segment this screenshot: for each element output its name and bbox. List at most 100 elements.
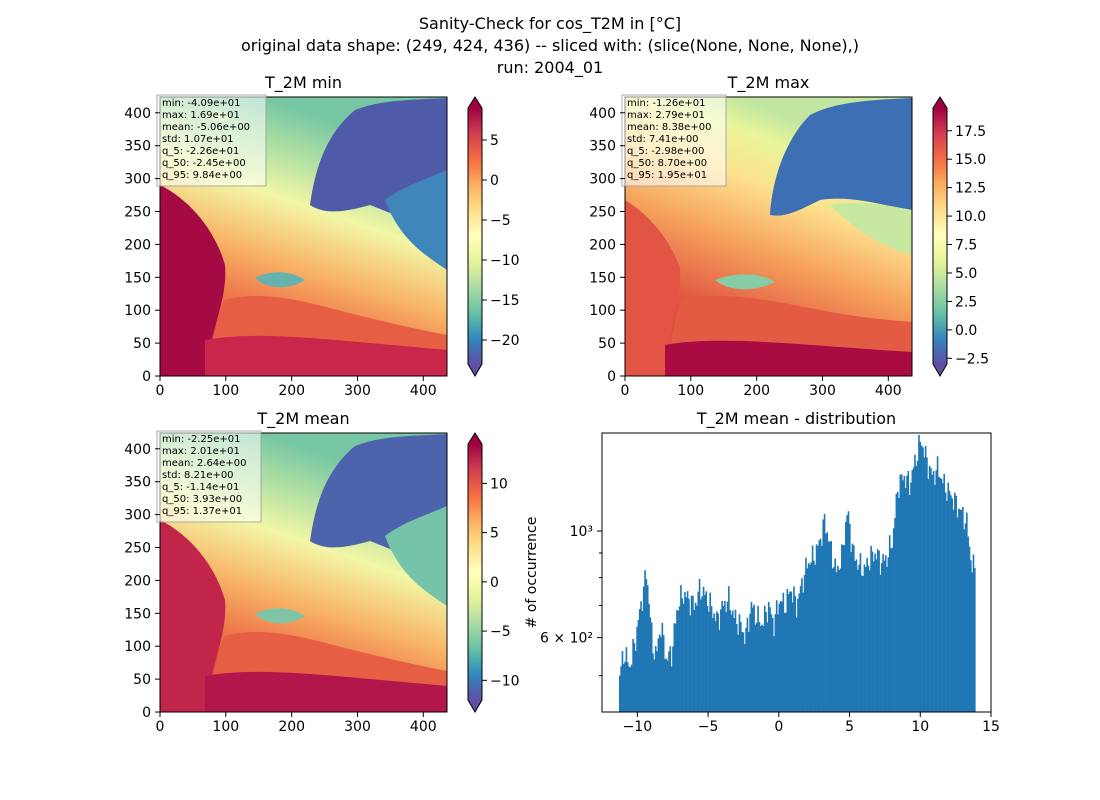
svg-text:50: 50 <box>133 672 151 688</box>
svg-text:200: 200 <box>124 237 151 253</box>
y-tick: 6 × 10² <box>540 631 602 647</box>
histogram-bar <box>777 614 779 712</box>
histogram-bar <box>882 554 884 712</box>
histogram-bar <box>960 509 963 712</box>
svg-text:−10: −10 <box>623 719 653 735</box>
histogram-bar <box>846 515 848 712</box>
histogram-bar <box>943 473 946 712</box>
histogram-bar <box>963 529 965 712</box>
colorbar-tick: 10 <box>482 476 508 492</box>
histogram-bar <box>704 594 706 712</box>
histogram-bar <box>798 593 801 712</box>
colorbar-tick: −10 <box>482 253 520 269</box>
histogram-bar <box>876 549 879 712</box>
histogram-bar <box>706 606 709 712</box>
histogram-bar <box>672 646 674 712</box>
histogram-bar <box>689 615 692 712</box>
histogram-bar <box>645 579 648 712</box>
histogram-bar <box>734 609 737 712</box>
histogram-bar <box>674 623 677 712</box>
histogram-bars <box>618 434 976 712</box>
histogram-bar <box>724 600 726 712</box>
svg-text:100: 100 <box>589 303 616 319</box>
histogram-bar <box>911 470 914 712</box>
histogram-bar <box>726 601 729 712</box>
stat-q5: q_5: -2.26e+01 <box>162 146 239 157</box>
africa-region <box>205 335 447 376</box>
histogram-bar <box>895 493 898 712</box>
stat-mean: mean: 2.64e+00 <box>162 458 246 469</box>
histogram-bar <box>789 591 791 712</box>
svg-text:50: 50 <box>598 336 616 352</box>
histogram-bar <box>790 591 793 712</box>
histogram-bar <box>843 544 846 712</box>
histogram-bar <box>944 492 947 712</box>
svg-text:0: 0 <box>156 719 165 735</box>
histogram-bar <box>620 666 622 712</box>
colorbar-tick: −5 <box>482 624 511 640</box>
histogram-bar <box>633 642 636 712</box>
histogram-bar <box>661 622 664 712</box>
histogram-bar <box>971 572 973 712</box>
histogram-bar <box>827 541 830 712</box>
histogram-bar <box>716 611 718 712</box>
histogram-bar <box>927 479 930 712</box>
histogram-bar <box>952 510 955 712</box>
histogram-bar <box>634 650 637 712</box>
x-tick: −5 <box>698 712 718 735</box>
histogram-bar <box>694 602 697 712</box>
colorbar-tick: 2.5 <box>947 294 977 310</box>
svg-text:5: 5 <box>490 526 499 542</box>
histogram-bar <box>890 548 892 712</box>
histogram-bar <box>866 557 868 712</box>
histogram-bar <box>940 478 943 712</box>
histogram-bar <box>708 611 710 712</box>
histogram-bar <box>831 568 834 712</box>
histogram-bar <box>640 601 642 712</box>
stat-std: std: 8.21e+00 <box>162 470 234 481</box>
histogram-bar <box>710 606 713 712</box>
histogram-bar <box>842 545 844 712</box>
histogram-bar <box>939 478 942 712</box>
svg-text:50: 50 <box>133 336 151 352</box>
svg-text:300: 300 <box>344 719 371 735</box>
histogram-bar <box>818 540 821 712</box>
colorbar: 17.5 15.0 12.5 10.0 7.5 5.0 2.5 0.0 −2.5 <box>932 96 989 377</box>
histogram-bar <box>648 603 650 712</box>
histogram-bar <box>641 610 644 712</box>
svg-text:5: 5 <box>490 133 499 149</box>
histogram-bar <box>665 658 668 712</box>
histogram-bar <box>721 600 723 712</box>
histogram-bar <box>863 564 866 712</box>
svg-text:0: 0 <box>156 383 165 399</box>
alps-region <box>255 272 305 288</box>
histogram-bar <box>743 644 746 712</box>
panel-title: T_2M mean - distribution <box>696 409 896 429</box>
alps-region <box>715 274 775 290</box>
histogram-bar <box>729 610 731 712</box>
plot-frame <box>159 96 448 377</box>
histogram-bar <box>830 540 833 712</box>
stat-std: std: 1.07e+01 <box>162 134 234 145</box>
stat-max: max: 1.69e+01 <box>162 110 240 121</box>
histogram-bar <box>680 584 682 712</box>
histogram-bar <box>742 632 745 712</box>
histogram-bar <box>852 545 855 712</box>
svg-text:10.0: 10.0 <box>955 209 986 225</box>
svg-text:100: 100 <box>212 383 239 399</box>
x-axis: 0 100 200 300 400 <box>621 376 902 399</box>
russia-region <box>830 202 912 255</box>
histogram-bar <box>758 622 761 712</box>
histogram-bar <box>722 606 725 712</box>
histogram-bar <box>864 567 867 712</box>
histogram-bar <box>892 528 895 712</box>
histogram-bar <box>753 604 755 712</box>
histogram-bar <box>878 550 880 712</box>
panel-t2m-mean-distribution: T_2M mean - distribution −10 −5 0 5 10 15 10³… <box>524 409 1000 735</box>
histogram-bar <box>747 631 750 712</box>
histogram-bar <box>692 595 694 712</box>
histogram-bar <box>858 564 860 712</box>
svg-text:300: 300 <box>589 172 616 188</box>
histogram-bar <box>862 576 864 712</box>
colorbar-tick: −2.5 <box>947 351 989 367</box>
